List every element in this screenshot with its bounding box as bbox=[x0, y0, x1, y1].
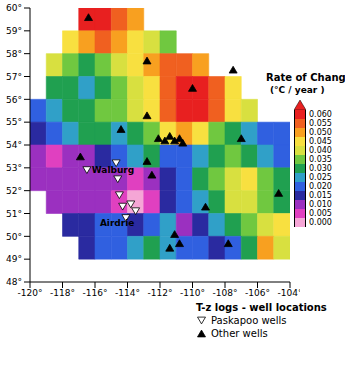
html-text:0.045: 0.045 bbox=[309, 137, 332, 146]
svg-text:-110°: -110° bbox=[180, 288, 205, 298]
html-text:T-z logs - well locations: T-z logs - well locations bbox=[196, 302, 327, 313]
svg-text:Airdrie: Airdrie bbox=[100, 218, 135, 228]
svg-text:-116°: -116° bbox=[83, 288, 108, 298]
svg-text:48°: 48° bbox=[8, 277, 22, 287]
html-text:0.035: 0.035 bbox=[309, 155, 332, 164]
html-text:(°C / year ): (°C / year ) bbox=[270, 85, 325, 95]
svg-text:-114°: -114° bbox=[115, 288, 140, 298]
html-text:0.060: 0.060 bbox=[309, 110, 332, 119]
svg-text:-104°: -104° bbox=[277, 288, 300, 298]
html-text:0.000: 0.000 bbox=[309, 218, 332, 227]
svg-text:-118°: -118° bbox=[50, 288, 75, 298]
html-text:Other wells: Other wells bbox=[211, 328, 268, 339]
html-text:0.015: 0.015 bbox=[309, 191, 332, 200]
svg-text:58°: 58° bbox=[8, 49, 22, 59]
svg-text:49°: 49° bbox=[8, 254, 22, 264]
svg-text:51°: 51° bbox=[8, 209, 22, 219]
html-text:0.025: 0.025 bbox=[309, 173, 332, 182]
svg-text:52°: 52° bbox=[8, 186, 22, 196]
html-text:0.030: 0.030 bbox=[309, 164, 332, 173]
svg-text:-108°: -108° bbox=[213, 288, 238, 298]
svg-text:Walburg: Walburg bbox=[92, 165, 135, 175]
svg-text:53°: 53° bbox=[8, 163, 22, 173]
html-text:0.010: 0.010 bbox=[309, 200, 332, 209]
svg-text:50°: 50° bbox=[8, 232, 22, 242]
svg-text:60°: 60° bbox=[8, 3, 22, 13]
svg-text:54°: 54° bbox=[8, 140, 22, 150]
svg-text:56°: 56° bbox=[8, 95, 22, 105]
svg-text:57°: 57° bbox=[8, 72, 22, 82]
html-text:Paskapoo wells: Paskapoo wells bbox=[211, 315, 287, 326]
svg-text:-120°: -120° bbox=[18, 288, 43, 298]
svg-text:-112°: -112° bbox=[148, 288, 173, 298]
svg-text:-106°: -106° bbox=[245, 288, 270, 298]
svg-text:59°: 59° bbox=[8, 26, 22, 36]
svg-text:55°: 55° bbox=[8, 117, 22, 127]
html-text:0.055: 0.055 bbox=[309, 119, 332, 128]
html-text:0.005: 0.005 bbox=[309, 209, 332, 218]
html-text:0.040: 0.040 bbox=[309, 146, 332, 155]
html-text:0.020: 0.020 bbox=[309, 182, 332, 191]
html-text:0.050: 0.050 bbox=[309, 128, 332, 137]
